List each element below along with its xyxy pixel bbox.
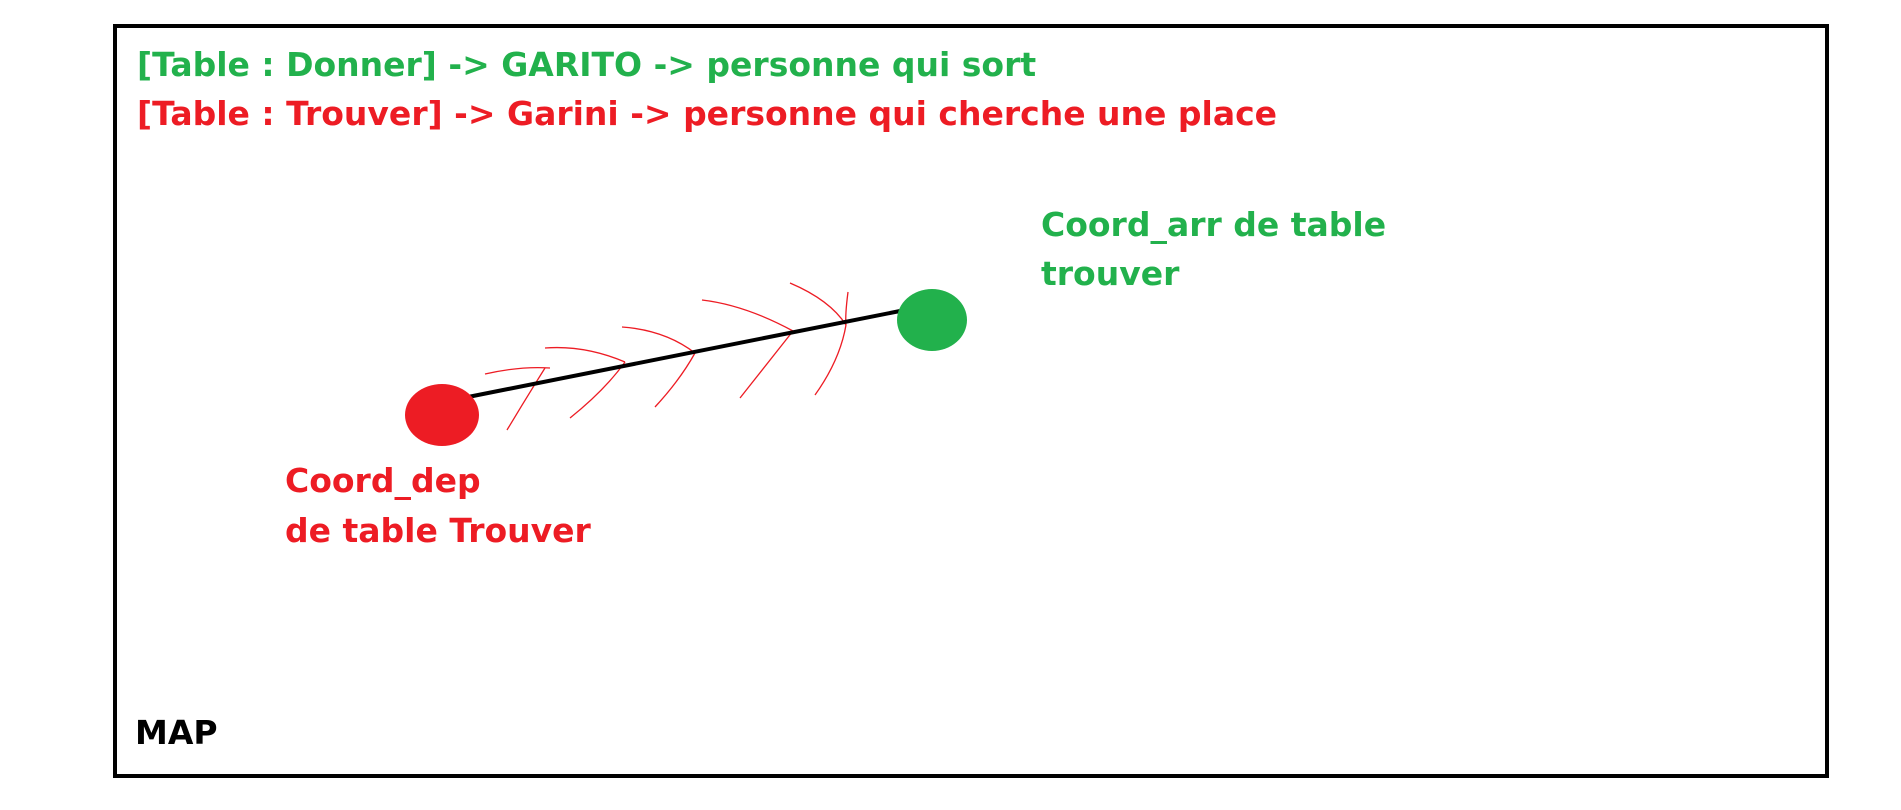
scribble-stroke (655, 353, 695, 407)
route-line (468, 311, 900, 397)
scribble-stroke (702, 300, 793, 331)
scribble-stroke (815, 325, 846, 395)
scribble-stroke (790, 283, 846, 325)
scribble-stroke (507, 368, 545, 430)
departure-point (405, 384, 479, 446)
scribble-stroke (485, 368, 550, 374)
scribble-stroke (622, 327, 695, 353)
arrival-point (897, 289, 967, 351)
scribble-stroke (545, 348, 625, 362)
